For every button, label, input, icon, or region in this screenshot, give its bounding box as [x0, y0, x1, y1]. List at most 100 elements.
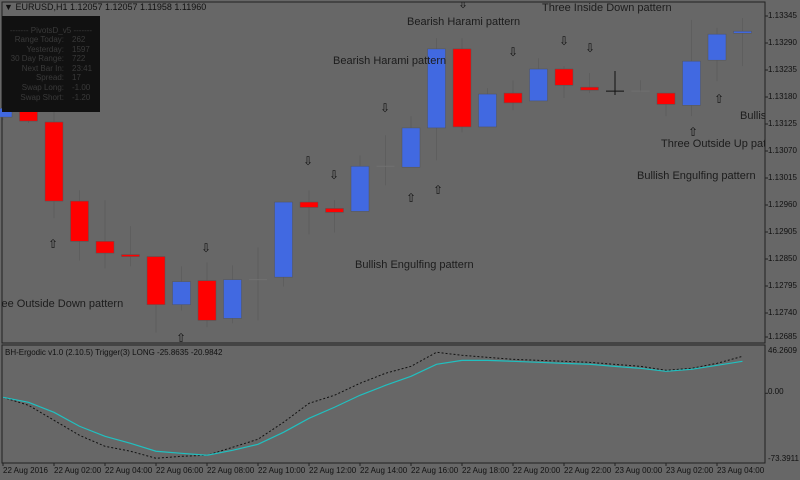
candle-bull — [427, 48, 446, 129]
pattern-label: Bullish Engulfing pattern — [740, 110, 765, 122]
candle-bull — [478, 93, 497, 128]
time-tick-label: 22 Aug 08:00 — [207, 466, 255, 475]
candle-bear — [656, 92, 676, 105]
candle-bear — [554, 68, 574, 86]
candle-bear — [95, 241, 115, 254]
info-value: -1.00 — [72, 82, 91, 92]
indicator-min-label: -73.3911 — [768, 454, 799, 463]
price-tick-label: 1.13235 — [768, 65, 797, 74]
candle-bull — [223, 279, 242, 319]
down-arrow-icon: ⇩ — [508, 45, 519, 59]
time-tick-label: 22 Aug 20:00 — [513, 466, 561, 475]
price-tick-label: 1.13015 — [768, 173, 797, 182]
info-value: 1597 — [72, 44, 90, 54]
time-tick-label: 22 Aug 18:00 — [462, 466, 510, 475]
dropdown-triangle-icon[interactable]: ▼ — [4, 2, 13, 12]
pattern-label: Bullish Engulfing pattern — [637, 170, 756, 182]
price-tick-label: 1.13290 — [768, 38, 797, 47]
info-value: 262 — [72, 35, 86, 44]
time-tick-label: 22 Aug 22:00 — [564, 466, 612, 475]
pattern-label: Three Inside Down pattern — [542, 2, 672, 14]
down-arrow-icon: ⇩ — [380, 101, 391, 115]
signal-line — [2, 359, 743, 456]
candle-bear — [146, 256, 166, 305]
main-pane-border — [1, 1, 766, 344]
candle-bear — [70, 200, 89, 242]
info-row: Swap Long: -1.00 — [2, 83, 100, 93]
up-arrow-icon: ⇧ — [688, 125, 699, 139]
price-tick-label: 1.12740 — [768, 308, 797, 317]
candle-bull — [350, 165, 370, 212]
info-value: 23:41 — [72, 63, 93, 73]
info-value: 722 — [72, 54, 86, 64]
candle-bear — [121, 254, 140, 257]
time-tick-label: 22 Aug 06:00 — [156, 466, 204, 475]
symbol-label: EURUSD,H1 — [15, 2, 68, 12]
ohlc-readout: 1.12057 1.12057 1.11958 1.11960 — [69, 2, 207, 12]
down-arrow-icon: ⇩ — [329, 168, 340, 182]
chart-title: ▼ EURUSD,H1 1.12057 1.12057 1.11958 1.11… — [4, 2, 206, 13]
info-key: Spread: — [35, 73, 64, 83]
candle-bull — [707, 33, 727, 61]
pivots-info-panel: ------- PivotsD_v5 ------- Range Today: 2… — [2, 16, 100, 112]
price-tick-label: 1.13180 — [768, 92, 797, 101]
info-key: Range Today: — [14, 35, 64, 44]
candle-bear — [580, 86, 599, 91]
info-row: Yesterday: 1597 — [2, 45, 100, 55]
down-arrow-icon: ⇩ — [201, 241, 212, 255]
candle-bear — [325, 208, 344, 213]
candle-bear — [44, 121, 64, 202]
price-tick-label: 1.13345 — [768, 11, 797, 20]
time-tick-label: 22 Aug 04:00 — [105, 466, 153, 475]
down-arrow-icon: ⇩ — [559, 34, 570, 48]
info-panel-title: ------- PivotsD_v5 ------- — [9, 26, 93, 35]
pattern-label: Bullish Engulfing pattern — [355, 259, 474, 271]
info-row: Next Bar In: 23:41 — [2, 64, 100, 74]
info-row: 30 Day Range: 722 — [2, 54, 100, 64]
info-row: Spread: 17 — [2, 73, 100, 83]
candle-bull — [172, 281, 191, 305]
pattern-label: Three Outside Up pattern — [661, 138, 765, 150]
indicator-pane-border — [1, 344, 766, 464]
up-arrow-icon: ⇧ — [406, 191, 417, 205]
candle-bear — [197, 280, 217, 321]
up-arrow-icon: ⇧ — [433, 183, 444, 197]
candle-bear — [452, 48, 472, 128]
time-tick-label: 22 Aug 16:00 — [411, 466, 459, 475]
price-tick-label: 1.12960 — [768, 200, 797, 209]
time-tick-label: 22 Aug 2016 — [3, 466, 48, 475]
up-arrow-icon: ⇧ — [714, 92, 725, 106]
pattern-labels: Bearish Harami pattern Bearish Harami pa… — [2, 2, 765, 342]
pattern-label: Three Outside Down pattern — [2, 298, 124, 310]
price-tick-label: 1.12795 — [768, 281, 797, 290]
info-key: Yesterday: — [26, 44, 64, 54]
candle-bull — [401, 127, 421, 168]
candle-bear — [503, 92, 523, 104]
time-tick-label: 22 Aug 12:00 — [309, 466, 357, 475]
indicator-zero-label: 0.00 — [768, 387, 784, 396]
up-arrow-icon: ⇧ — [48, 237, 59, 251]
time-tick-label: 22 Aug 14:00 — [360, 466, 408, 475]
info-key: Swap Long: — [21, 82, 64, 92]
info-key: Swap Short: — [20, 92, 64, 102]
candle-bull — [529, 68, 548, 102]
info-key: 30 Day Range: — [10, 54, 64, 64]
pattern-label: Bearish Harami pattern — [407, 16, 521, 28]
price-tick-label: 1.12905 — [768, 227, 797, 236]
time-tick-label: 22 Aug 10:00 — [258, 466, 306, 475]
up-arrow-icon: ⇧ — [176, 331, 187, 342]
time-tick-label: 23 Aug 04:00 — [717, 466, 765, 475]
info-key: Next Bar In: — [21, 63, 64, 73]
price-tick-label: 1.12850 — [768, 254, 797, 263]
info-value: -1.20 — [72, 92, 91, 102]
down-arrow-icon: ⇩ — [585, 41, 596, 55]
time-tick-label: 23 Aug 02:00 — [666, 466, 714, 475]
time-tick-label: 22 Aug 02:00 — [54, 466, 102, 475]
down-arrow-icon: ⇩ — [303, 154, 314, 168]
price-tick-label: 1.13125 — [768, 119, 797, 128]
trigger-line — [2, 351, 743, 459]
pattern-label: Bearish Harami pattern — [333, 55, 447, 67]
candle-bull — [733, 30, 752, 34]
down-arrow-icon: ⇩ — [458, 2, 469, 11]
